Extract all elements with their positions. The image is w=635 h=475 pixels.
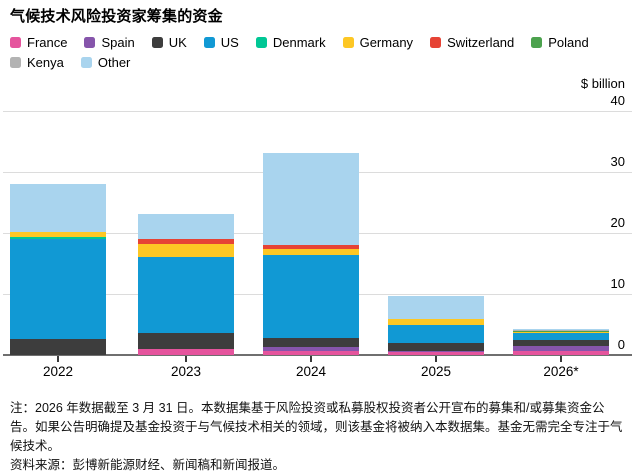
bar-2022-other	[10, 184, 106, 232]
page-title: 气候技术风险投资家筹集的资金	[10, 8, 223, 25]
x-tick-2022	[57, 356, 59, 362]
bar-2026-us	[513, 333, 609, 340]
x-axis-label-2023: 2023	[170, 364, 202, 379]
denmark-swatch-icon	[255, 36, 267, 48]
plot-area: 0 10 20 30 40 2022 2023 2024 2025 2026*	[0, 74, 635, 396]
legend-item-switzerland: Switzerland	[430, 35, 514, 50]
bar-2025-spain	[388, 351, 484, 352]
y-tick-label-30: 30	[610, 154, 625, 169]
legend-label: Spain	[101, 34, 135, 50]
legend-item-germany: Germany	[342, 34, 414, 50]
legend-label: Kenya	[27, 54, 64, 70]
x-tick-2025	[435, 356, 437, 362]
x-axis-label-2024: 2024	[295, 364, 327, 379]
bar-2023-france	[138, 349, 234, 355]
bar-2022-uk	[10, 339, 106, 355]
legend-label: Poland	[548, 34, 589, 50]
bar-2026-kenya	[513, 330, 609, 331]
bar-2026-spain	[513, 346, 609, 351]
bar-2022-germany	[10, 232, 106, 237]
y-tick-label-0: 0	[617, 337, 625, 352]
legend-row-1: France Spain UK US Denmark Germany Switzerland…	[10, 32, 629, 52]
legend-item-denmark: Denmark	[255, 34, 326, 50]
bar-2023-us	[138, 257, 234, 333]
uk-swatch-icon	[151, 36, 163, 48]
y-axis-unit-label: $ billion	[580, 76, 625, 91]
bar-2023-uk	[138, 333, 234, 349]
legend-item-uk: UK	[151, 34, 187, 50]
kenya-swatch-icon	[10, 56, 21, 68]
legend-item-spain: Spain	[84, 34, 135, 50]
bar-2024-us	[263, 255, 359, 338]
bar-2024-germany	[263, 249, 359, 255]
us-swatch-icon	[203, 36, 215, 48]
chart-footnote: 注：2026 年数据截至 3 月 31 日。本数据集基于风险投资或私募股权投资者…	[10, 399, 626, 475]
y-tick-label-40: 40	[610, 93, 625, 108]
bar-2024-spain	[263, 347, 359, 351]
bar-2025-other	[388, 296, 484, 319]
legend-item-us: US	[203, 34, 239, 50]
x-axis-label-2022: 2022	[42, 364, 74, 379]
legend-label: France	[27, 34, 68, 50]
bar-2024-other	[263, 153, 359, 245]
bar-2026-poland	[513, 331, 609, 332]
legend-label: Germany	[359, 34, 414, 50]
legend-row-2: Kenya Other	[10, 52, 629, 72]
legend-item-poland: Poland	[531, 34, 589, 50]
chart-legend: France Spain UK US Denmark Germany Switzerland…	[10, 32, 629, 72]
legend-label: Denmark	[272, 34, 326, 50]
bar-2023-germany	[138, 244, 234, 257]
bar-2026-france	[513, 351, 609, 355]
y-tick-label-10: 10	[610, 276, 625, 291]
x-tick-2023	[185, 356, 187, 362]
x-tick-2026	[560, 356, 562, 362]
bar-2022-us	[10, 239, 106, 339]
bar-2024-france	[263, 351, 359, 355]
germany-swatch-icon	[342, 36, 354, 48]
bar-2024-switzerland	[263, 245, 359, 249]
x-axis-baseline	[3, 354, 632, 356]
legend-item-other: Other	[80, 54, 131, 70]
switzerland-swatch-icon	[430, 36, 442, 48]
poland-swatch-icon	[531, 36, 543, 48]
bar-2024-uk	[263, 338, 359, 347]
legend-item-kenya: Kenya	[10, 55, 64, 70]
bar-2025-germany	[388, 319, 484, 325]
y-tick-label-20: 20	[610, 215, 625, 230]
x-axis-label-2025: 2025	[420, 364, 452, 379]
bar-2025-us	[388, 325, 484, 343]
legend-label: UK	[168, 34, 187, 50]
bar-2023-other	[138, 214, 234, 239]
gridline-40	[3, 111, 632, 112]
france-swatch-icon	[10, 36, 21, 48]
bar-2025-uk	[388, 343, 484, 351]
bar-2026-germany	[513, 332, 609, 333]
other-swatch-icon	[80, 56, 92, 68]
legend-item-france: France	[10, 35, 67, 50]
legend-label: US	[220, 34, 239, 50]
legend-label: Switzerland	[447, 34, 515, 50]
bar-2022-denmark	[10, 237, 106, 239]
x-axis-label-2026: 2026*	[543, 364, 579, 379]
bar-2025-france	[388, 352, 484, 355]
climate-tech-chart-page: { "title": "气候技术风险投资家筹集的资金", "y_axis": {…	[0, 8, 635, 472]
footnote-note: 注：2026 年数据截至 3 月 31 日。本数据集基于风险投资或私募股权投资者…	[10, 401, 623, 453]
spain-swatch-icon	[84, 36, 96, 48]
bar-2026-uk	[513, 340, 609, 346]
chart-area: $ billion 0 10 20 30 40 2022 2023 2024 2025 2026*	[0, 74, 635, 396]
bar-2026-other	[513, 329, 609, 330]
x-tick-2024	[310, 356, 312, 362]
bar-2023-switzerland	[138, 239, 234, 244]
legend-label: Other	[97, 54, 131, 70]
